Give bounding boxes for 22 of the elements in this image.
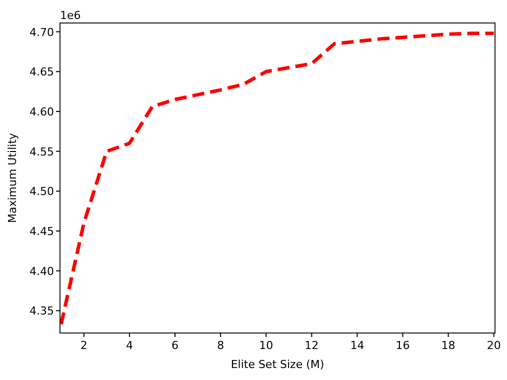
y-tick-label: 4.70 [30,26,54,39]
x-tick-label: 12 [304,339,319,352]
x-tick-label: 16 [396,339,410,352]
x-tick-label: 8 [217,339,224,352]
x-axis-title: Elite Set Size (M) [230,358,324,371]
x-tick-label: 18 [441,339,456,352]
x-tick-label: 10 [259,339,274,352]
y-tick-label: 4.65 [30,66,54,79]
y-tick-label: 4.35 [30,304,54,318]
y-tick-label: 4.60 [30,105,54,118]
x-tick-label: 6 [172,339,179,352]
x-tick-label: 20 [486,339,501,352]
line-series [60,32,495,326]
y-tick-label: 4.40 [30,264,54,278]
y-axis-title: Maximum Utility [6,132,19,224]
text: 1e6 [60,9,81,22]
x-tick-label: 4 [126,339,133,352]
y-tick-label: 4.55 [30,145,54,158]
y-tick-label: 4.50 [30,185,54,198]
y-tick-label: 4.45 [30,224,54,238]
x-tick-label: 2 [80,339,88,352]
x-tick-label: 14 [350,339,364,352]
